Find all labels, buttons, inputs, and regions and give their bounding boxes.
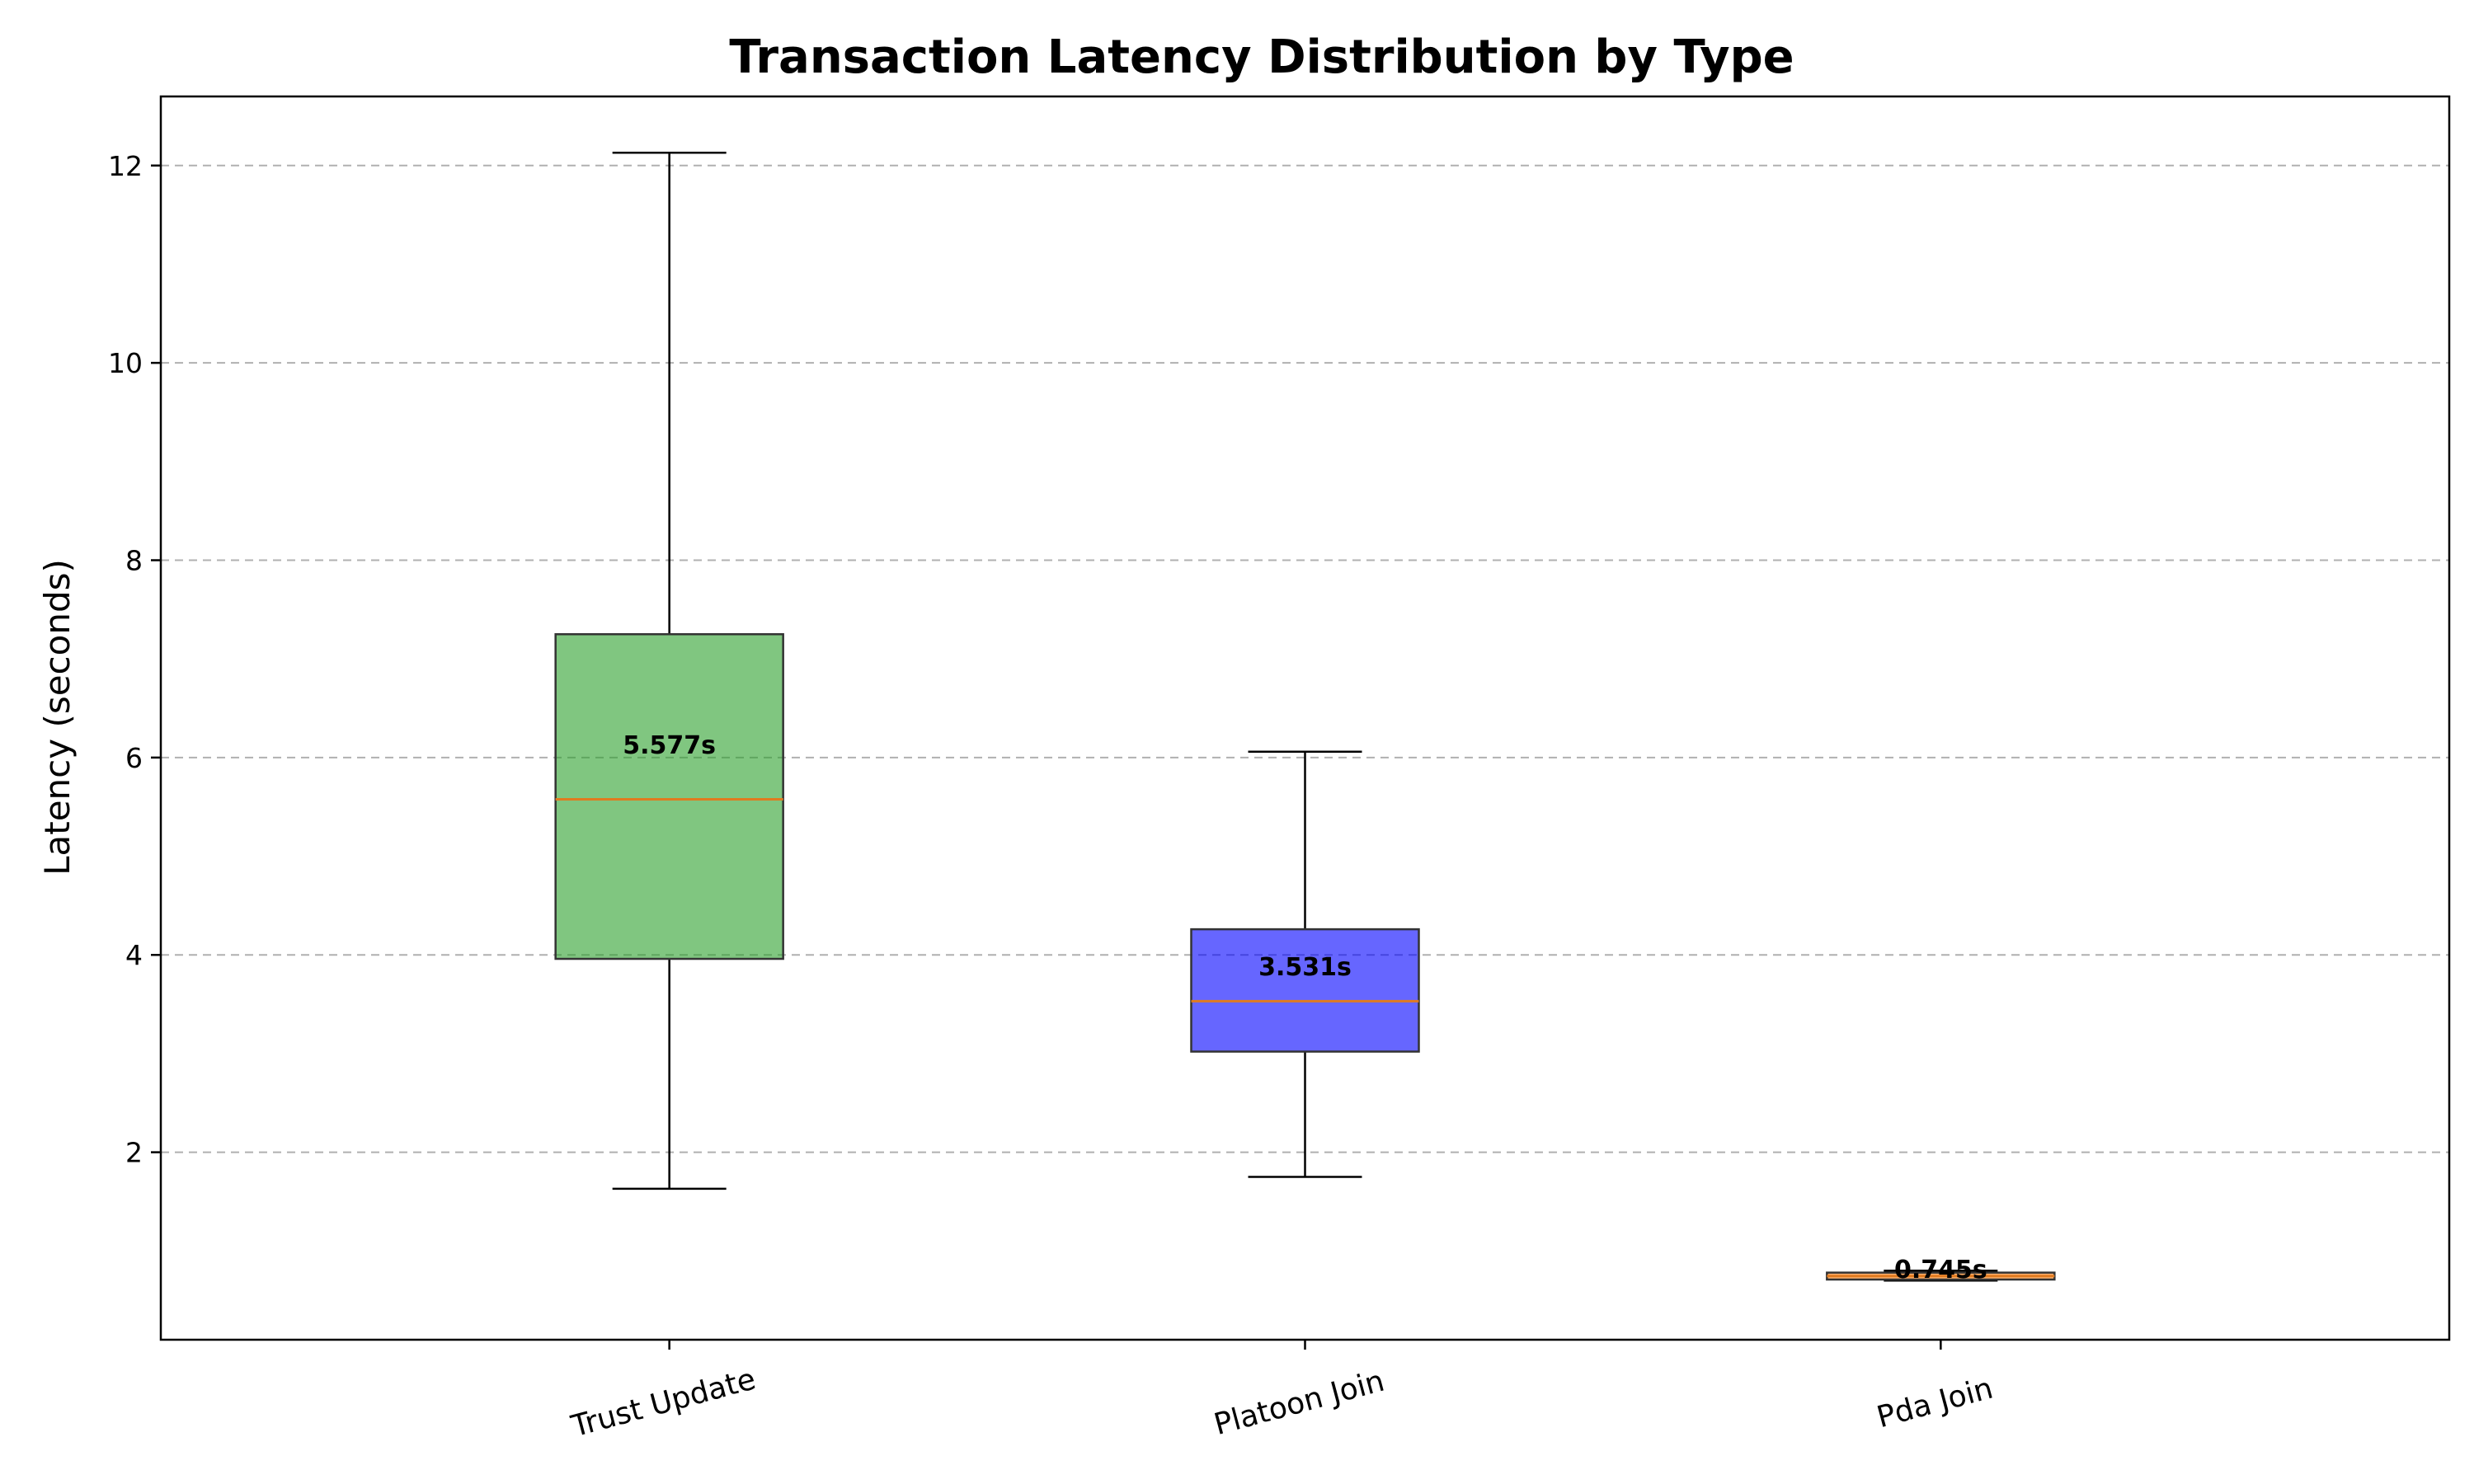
y-tick-label-12: 12 <box>108 150 143 182</box>
median-label-0: 5.577s <box>623 731 716 760</box>
y-tick-label-2: 2 <box>125 1137 143 1169</box>
y-axis-label: Latency (seconds) <box>37 559 78 876</box>
x-tick-label-0: Trust Update <box>567 1362 760 1444</box>
box-trust-update <box>554 151 784 1190</box>
box-pda-join <box>1826 1269 2056 1282</box>
x-axis-ticks: Trust Update Platoon Join Pda Join <box>567 1340 1997 1444</box>
box-iqr <box>554 633 784 960</box>
box-series <box>554 151 2056 1282</box>
median-label-1: 3.531s <box>1258 953 1352 982</box>
chart-title: Transaction Latency Distribution by Type <box>729 31 1794 84</box>
y-tick-label-10: 10 <box>108 347 143 379</box>
median-label-2: 0.745s <box>1894 1256 1987 1284</box>
x-tick-label-2: Pda Join <box>1874 1372 1997 1435</box>
y-axis-ticks: 2 4 6 8 10 12 <box>108 150 161 1169</box>
y-tick-label-6: 6 <box>125 742 143 774</box>
grid-lines <box>161 164 2449 1153</box>
y-tick-label-8: 8 <box>125 545 143 577</box>
median-labels: 5.577s 3.531s 0.745s <box>623 731 1987 1284</box>
box-platoon-join <box>1190 750 1420 1178</box>
x-tick-label-1: Platoon Join <box>1211 1364 1388 1442</box>
y-tick-label-4: 4 <box>125 939 143 971</box>
box-iqr <box>1190 928 1420 1053</box>
